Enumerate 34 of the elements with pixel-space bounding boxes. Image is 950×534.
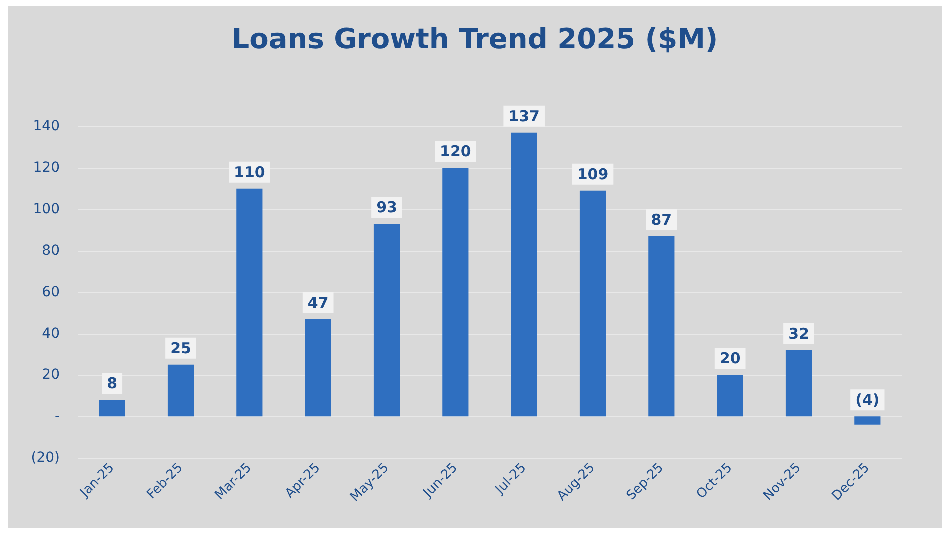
y-tick-label: - bbox=[54, 408, 60, 425]
bar bbox=[374, 224, 400, 417]
data-label: (4) bbox=[856, 391, 880, 410]
data-label: 120 bbox=[440, 142, 472, 161]
bar bbox=[717, 375, 744, 417]
bar bbox=[99, 400, 126, 417]
data-label: 109 bbox=[577, 165, 609, 184]
bar bbox=[854, 416, 881, 425]
data-label: 137 bbox=[508, 107, 540, 126]
chart-title: Loans Growth Trend 2025 ($M) bbox=[232, 22, 718, 56]
data-label: 20 bbox=[720, 350, 741, 368]
bar bbox=[511, 132, 538, 417]
bar bbox=[168, 364, 194, 417]
data-label: 110 bbox=[234, 163, 266, 182]
data-label: 47 bbox=[308, 294, 329, 312]
bar bbox=[236, 188, 263, 417]
data-label: 32 bbox=[788, 324, 810, 343]
y-tick-label: 40 bbox=[42, 326, 60, 342]
bar bbox=[648, 236, 675, 417]
y-tick-label: (20) bbox=[31, 450, 60, 466]
y-tick-label: 60 bbox=[42, 284, 60, 300]
bar bbox=[580, 190, 606, 417]
y-tick-label: 140 bbox=[33, 118, 60, 135]
data-label: 87 bbox=[651, 210, 672, 229]
y-tick-label: 100 bbox=[33, 202, 60, 218]
y-tick-label: 20 bbox=[42, 367, 60, 384]
bar bbox=[442, 168, 469, 417]
bar bbox=[305, 319, 332, 417]
data-label: 25 bbox=[170, 339, 192, 358]
data-label: 8 bbox=[107, 374, 118, 393]
y-tick-label: 120 bbox=[33, 160, 60, 176]
data-label: 93 bbox=[376, 198, 398, 217]
y-tick-label: 80 bbox=[42, 242, 60, 259]
bar bbox=[786, 350, 812, 417]
